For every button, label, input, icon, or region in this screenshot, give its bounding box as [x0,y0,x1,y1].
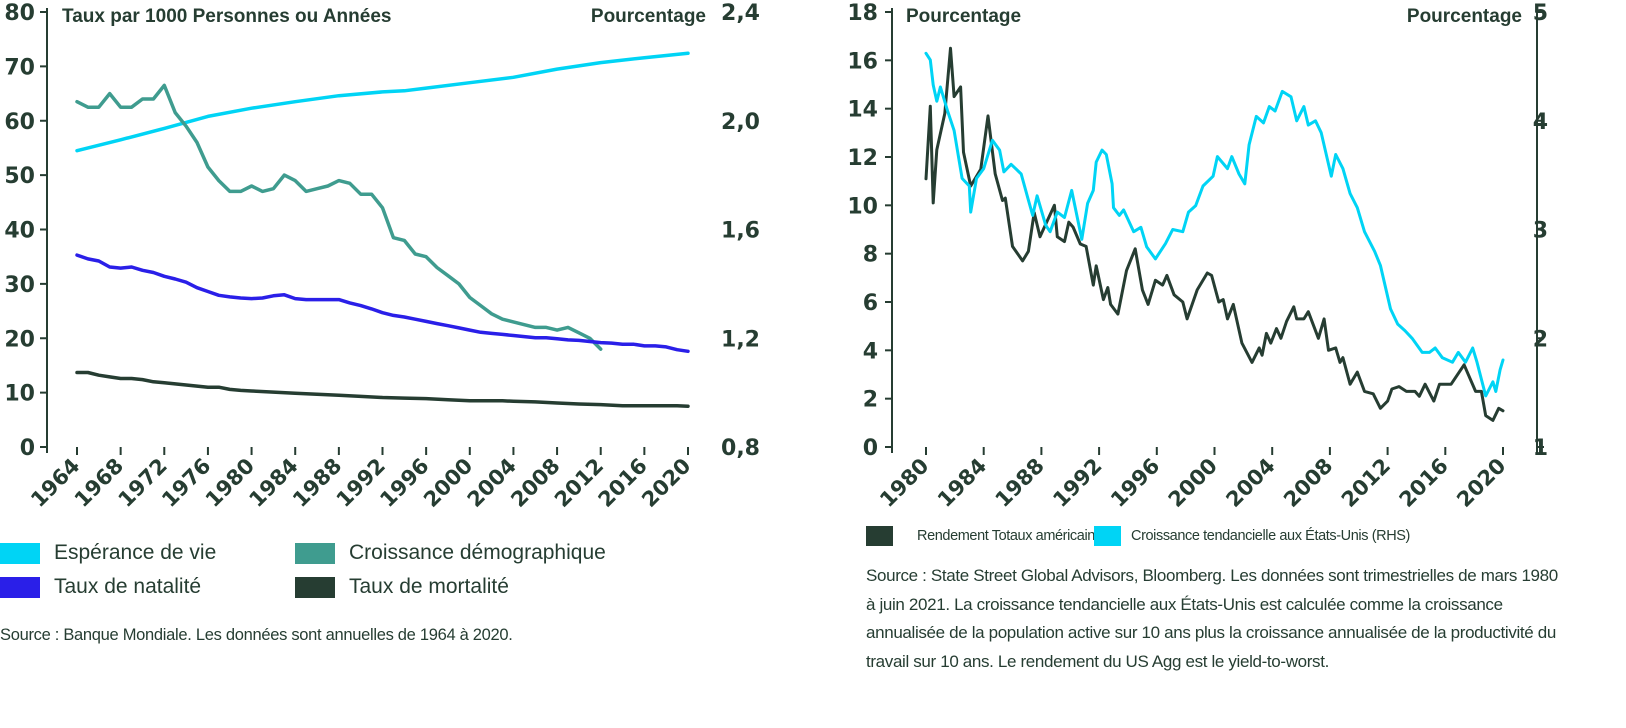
legend-label: Croissance tendancielle aux États-Unis (… [1131,528,1410,544]
legend-item-life-expectancy: Espérance de vie [0,541,216,565]
legend-item-population-growth: Croissance démographique [295,541,606,565]
x-tick-label: 1996 [375,454,433,512]
x-tick-label: 1988 [288,454,346,512]
y-right-title: Pourcentage [1407,6,1522,27]
legend-swatch [295,576,335,598]
series-line-esperance-de-vie [75,51,690,153]
series-line-taux-de-mortalite [75,370,690,408]
y-left-tick-label: 60 [4,110,35,135]
legend-item-us-yield: Rendement Totaux américains [866,526,1102,546]
x-tick-label: 2004 [463,454,521,512]
y-left-tick-label: 6 [863,291,878,316]
x-tick-label: 1988 [991,454,1049,512]
x-tick-label: 1984 [244,454,302,512]
y-left-tick-label: 4 [863,339,878,364]
legend-label: Taux de natalité [54,575,202,598]
legend-label: Rendement Totaux américains [917,528,1102,544]
y-right-tick-label: 1,2 [721,327,760,352]
y-left-tick-label: 14 [847,98,878,123]
y-left-title: Pourcentage [906,6,1021,27]
y-left-tick-label: 12 [847,146,878,171]
legend-label: Espérance de vie [54,541,217,564]
x-tick-label: 1976 [157,454,215,512]
legend-swatch [866,526,893,546]
y-left-title: Taux par 1000 Personnes ou Années [62,6,391,27]
y-right-tick-label: 2,4 [721,1,760,26]
y-left-tick-label: 0 [863,436,878,461]
x-tick-label: 1992 [332,454,390,512]
legend-swatch [0,542,40,564]
y-right-tick-label: 1,6 [721,219,760,244]
x-tick-label: 1992 [1048,454,1106,512]
x-tick-label: 2008 [1279,454,1337,512]
y-right-title: Pourcentage [591,6,706,27]
y-left-tick-label: 20 [4,327,35,352]
y-left-tick-label: 0 [20,436,35,461]
y-right-tick-label: 4 [1533,110,1548,135]
x-tick-label: 2016 [594,454,652,512]
y-right-tick-label: 0,8 [721,436,760,461]
legend-label: Croissance démographique [349,541,606,564]
x-tick-label: 1968 [70,454,128,512]
legend-swatch [295,542,335,564]
y-right-tick-label: 3 [1533,219,1548,244]
x-tick-label: 2016 [1395,454,1453,512]
x-tick-label: 2012 [550,454,608,512]
x-tick-label: 2012 [1337,454,1395,512]
y-left-tick-label: 70 [4,55,35,80]
x-tick-label: 1972 [114,454,172,512]
y-left-tick-label: 30 [4,273,35,298]
legend-item-us-trend-growth: Croissance tendancielle aux États-Unis (… [1094,526,1410,546]
x-tick-label: 2020 [637,454,695,512]
x-tick-label: 1984 [933,454,991,512]
charts-canvas: 010203040506070800,81,21,62,02,419641968… [4,1,1548,512]
series-line-croissance-demographique [75,83,603,351]
y-right-tick-label: 2 [1533,327,1548,352]
series-line-croissance-tendancielle-aux-etats-unis-rhs [924,51,1505,398]
x-tick-label: 2008 [506,454,564,512]
x-tick-label: 1964 [26,454,84,512]
y-right-tick-label: 1 [1533,436,1548,461]
y-right-tick-label: 2,0 [721,110,760,135]
x-tick-label: 1980 [201,454,259,512]
x-tick-label: 2020 [1452,454,1510,512]
y-right-tick-label: 5 [1533,1,1548,26]
x-tick-label: 2000 [1164,454,1222,512]
series-line-rendement-totaux-americains [924,46,1505,422]
y-left-tick-label: 18 [847,1,878,26]
y-left-tick-label: 40 [4,219,35,244]
legend-swatch [0,576,40,598]
x-tick-label: 2004 [1221,454,1279,512]
x-tick-label: 1980 [875,454,933,512]
y-left-tick-label: 50 [4,164,35,189]
y-left-tick-label: 80 [4,1,35,26]
y-left-tick-label: 8 [863,243,878,268]
y-left-tick-label: 2 [863,388,878,413]
y-left-tick-label: 10 [847,194,878,219]
source-note-right: Source : State Street Global Advisors, B… [866,566,1558,671]
legend-item-death-rate: Taux de mortalité [295,575,509,599]
y-left-tick-label: 10 [4,382,35,407]
source-note-left: Source : Banque Mondiale. Les données so… [0,626,513,644]
legend-label: Taux de mortalité [349,575,509,598]
x-tick-label: 2000 [419,454,477,512]
y-left-tick-label: 16 [847,49,878,74]
series-line-taux-de-natalite [75,253,690,354]
legend-swatch [1094,526,1121,546]
x-tick-label: 1996 [1106,454,1164,512]
legend-item-birth-rate: Taux de natalité [0,575,201,599]
